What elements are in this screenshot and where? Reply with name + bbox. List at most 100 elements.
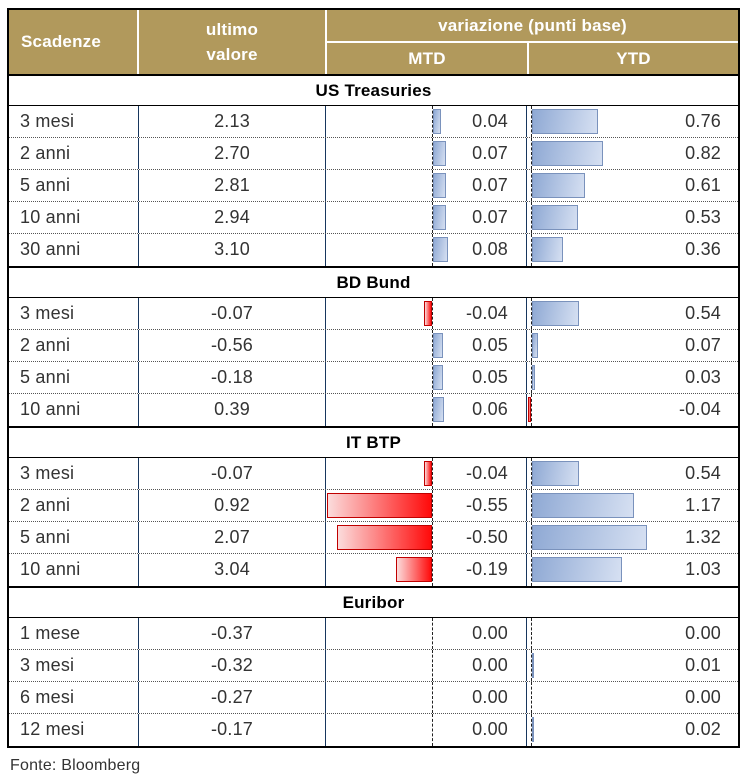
mtd-bar [433, 397, 444, 422]
zero-axis-line [531, 362, 532, 393]
ytd-value: 0.01 [685, 655, 721, 675]
zero-axis-line [432, 682, 433, 713]
source-note: Fonte: Bloomberg [10, 757, 141, 774]
mtd-bar [433, 237, 448, 262]
ytd-value: 1.32 [685, 527, 721, 547]
ytd-value: 0.61 [685, 175, 721, 195]
ytd-cell: 0.53 [527, 202, 742, 233]
table-section: Euribor 1 mese -0.37 0.00 0.00 3 mesi -0… [9, 586, 738, 746]
mtd-cell: 0.08 [326, 234, 527, 266]
zero-axis-line [531, 330, 532, 361]
ytd-value: -0.04 [678, 399, 721, 419]
zero-axis-line [432, 138, 433, 169]
last-value: 2.13 [139, 106, 326, 137]
rates-table: Scadenze ultimo valore variazione (punti… [7, 8, 740, 748]
ytd-cell: 1.03 [527, 554, 742, 586]
zero-axis-line [432, 618, 433, 649]
zero-axis-line [432, 362, 433, 393]
ytd-cell: 0.02 [527, 714, 742, 746]
mtd-value: -0.19 [465, 559, 508, 579]
header-ultimo-line1: ultimo [205, 19, 259, 39]
table-row: 2 anni -0.56 0.05 0.07 [9, 330, 738, 362]
ytd-value: 0.54 [685, 303, 721, 323]
ytd-value: 0.76 [685, 111, 721, 131]
section-title: BD Bund [9, 266, 738, 298]
mtd-bar [396, 557, 432, 582]
ytd-bar [532, 237, 563, 262]
header-ultimo-line2: valore [206, 44, 258, 64]
maturity-label: 12 mesi [9, 714, 139, 746]
ytd-cell: 0.76 [527, 106, 742, 137]
table-row: 5 anni -0.18 0.05 0.03 [9, 362, 738, 394]
mtd-cell: 0.07 [326, 202, 527, 233]
ytd-value: 0.02 [685, 719, 721, 739]
mtd-cell: -0.04 [326, 298, 527, 329]
maturity-label: 5 anni [9, 170, 139, 201]
mtd-bar [424, 461, 432, 486]
table-row: 2 anni 0.92 -0.55 1.17 [9, 490, 738, 522]
ytd-bar [532, 333, 538, 358]
section-rows: 3 mesi -0.07 -0.04 0.54 2 anni 0.92 -0.5… [9, 458, 738, 586]
mtd-cell: 0.05 [326, 362, 527, 393]
ytd-cell: 0.00 [527, 682, 742, 713]
mtd-value: 0.05 [472, 335, 508, 355]
ytd-value: 1.03 [685, 559, 721, 579]
mtd-bar [424, 301, 432, 326]
ytd-cell: 1.32 [527, 522, 742, 553]
zero-axis-line [432, 202, 433, 233]
mtd-value: 0.07 [472, 143, 508, 163]
mtd-value: 0.07 [472, 175, 508, 195]
ytd-value: 0.00 [685, 687, 721, 707]
table-row: 3 mesi 2.13 0.04 0.76 [9, 106, 738, 138]
ytd-bar [532, 717, 534, 742]
ytd-bar [532, 493, 634, 518]
mtd-value: 0.00 [472, 719, 508, 739]
last-value: -0.37 [139, 618, 326, 649]
ytd-value: 0.82 [685, 143, 721, 163]
ytd-bar [532, 461, 579, 486]
table-row: 10 anni 2.94 0.07 0.53 [9, 202, 738, 234]
mtd-cell: -0.55 [326, 490, 527, 521]
zero-axis-line [432, 490, 433, 521]
zero-axis-line [432, 170, 433, 201]
maturity-label: 3 mesi [9, 458, 139, 489]
ytd-bar [532, 109, 598, 134]
maturity-label: 10 anni [9, 394, 139, 426]
header-mtd: MTD [327, 43, 527, 74]
ytd-cell: 0.03 [527, 362, 742, 393]
section-rows: 3 mesi 2.13 0.04 0.76 2 anni 2.70 0.07 0… [9, 106, 738, 266]
ytd-value: 0.03 [685, 367, 721, 387]
ytd-value: 0.00 [685, 623, 721, 643]
mtd-bar [327, 493, 432, 518]
last-value: -0.32 [139, 650, 326, 681]
mtd-value: 0.00 [472, 623, 508, 643]
zero-axis-line [432, 298, 433, 329]
ytd-bar [528, 397, 531, 422]
ytd-bar [532, 653, 534, 678]
maturity-label: 6 mesi [9, 682, 139, 713]
mtd-cell: 0.07 [326, 170, 527, 201]
mtd-value: 0.00 [472, 687, 508, 707]
table-section: US Treasuries 3 mesi 2.13 0.04 0.76 2 an… [9, 74, 738, 266]
maturity-label: 2 anni [9, 138, 139, 169]
mtd-cell: 0.07 [326, 138, 527, 169]
section-title: Euribor [9, 586, 738, 618]
mtd-value: 0.07 [472, 207, 508, 227]
maturity-label: 30 anni [9, 234, 139, 266]
table-row: 5 anni 2.81 0.07 0.61 [9, 170, 738, 202]
zero-axis-line [531, 682, 532, 713]
mtd-cell: -0.19 [326, 554, 527, 586]
zero-axis-line [432, 554, 433, 586]
table-row: 2 anni 2.70 0.07 0.82 [9, 138, 738, 170]
maturity-label: 10 anni [9, 554, 139, 586]
zero-axis-line [531, 234, 532, 266]
mtd-value: -0.04 [465, 303, 508, 323]
last-value: -0.07 [139, 458, 326, 489]
table-row: 6 mesi -0.27 0.00 0.00 [9, 682, 738, 714]
last-value: 3.10 [139, 234, 326, 266]
mtd-bar [433, 109, 441, 134]
ytd-cell: 1.17 [527, 490, 742, 521]
mtd-cell: 0.00 [326, 714, 527, 746]
last-value: -0.18 [139, 362, 326, 393]
